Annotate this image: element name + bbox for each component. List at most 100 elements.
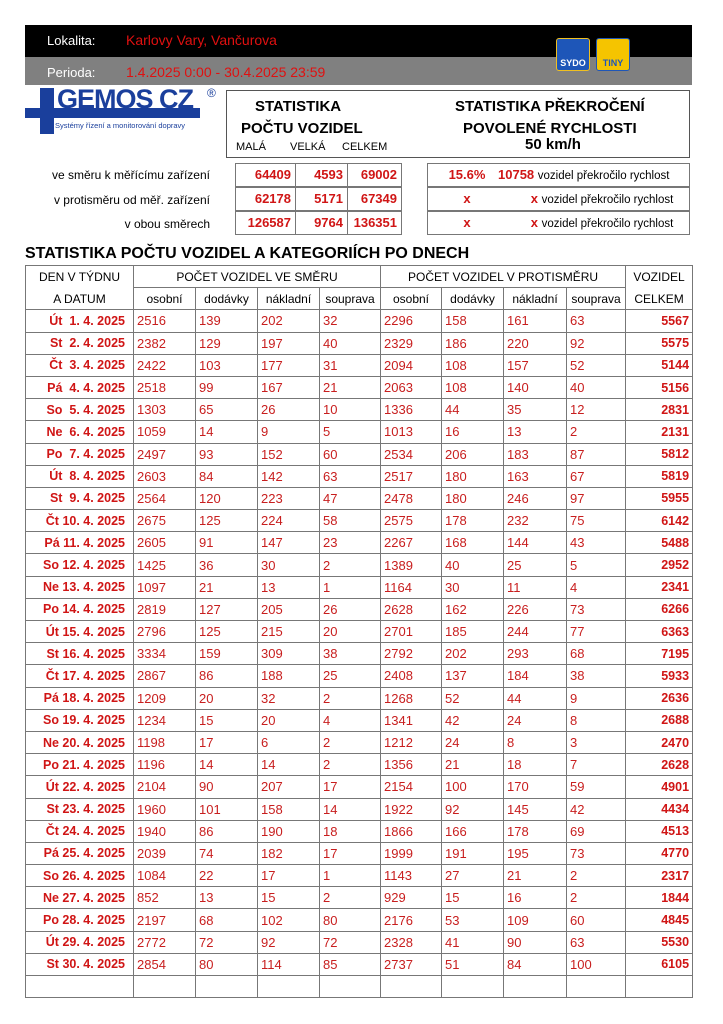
count-cell: 180 [441, 464, 504, 488]
count-cell: 145 [503, 797, 567, 821]
count-cell: 120 [195, 486, 258, 511]
table-row: Čt 10. 4. 2025 2675 125 224 58 2575 178 232 75 61… [25, 509, 694, 533]
count-cell: 3 [565, 730, 627, 755]
count-cell: 20 [195, 686, 258, 710]
count-cell: 2176 [380, 908, 442, 932]
daily-table: DEN V TÝDNU POČET VOZIDEL VE SMĚRU POČET… [25, 264, 694, 999]
count-cell: 21 [195, 575, 258, 599]
date-cell: Ne 13. 4. 2025 [25, 575, 134, 599]
count-cell: 180 [441, 486, 504, 511]
count-cell: 114 [257, 952, 320, 977]
total-cell: 1844 [625, 886, 694, 910]
date-cell: Út 22. 4. 2025 [25, 775, 134, 799]
count-cell: 74 [195, 841, 258, 866]
count-cell: 18 [503, 753, 567, 777]
count-cell: 159 [195, 642, 258, 666]
count-cell: 163 [503, 464, 567, 488]
count-cell: 100 [565, 952, 627, 977]
count-cell: 293 [503, 642, 567, 666]
subhead-opp-7: souprava [565, 287, 627, 311]
count-cell: 2516 [133, 309, 196, 333]
count-cell: 158 [257, 797, 320, 821]
count-cell: 99 [195, 375, 258, 400]
count-cell: 18 [319, 819, 381, 843]
count-cell: 178 [503, 819, 567, 843]
head-day-2: A DATUM [25, 287, 134, 311]
col-small: MALÁ [236, 141, 266, 153]
count-cell: 2534 [380, 442, 442, 466]
count-cell: 1143 [380, 864, 442, 888]
empty-cell [380, 974, 442, 999]
count-cell: 26 [257, 398, 320, 422]
total-cell: 4434 [625, 797, 694, 821]
count-cell: 168 [441, 531, 504, 555]
count-cell: 22 [195, 864, 258, 888]
count-cell: 140 [503, 375, 567, 400]
count-cell: 97 [565, 486, 627, 511]
count-cell: 17 [319, 775, 381, 799]
count-cell: 2575 [380, 509, 442, 533]
date-cell: Pá 4. 4. 2025 [25, 375, 134, 400]
count-cell: 77 [565, 619, 627, 644]
count-cell: 1097 [133, 575, 196, 599]
date-cell: St 2. 4. 2025 [25, 331, 134, 355]
count-cell: 4 [319, 708, 381, 732]
count-cell: 2197 [133, 908, 196, 932]
count-cell: 177 [257, 353, 320, 377]
count-cell: 108 [441, 375, 504, 400]
count-cell: 2094 [380, 353, 442, 377]
count-cell: 1 [319, 575, 381, 599]
date-cell: St 30. 4. 2025 [25, 952, 134, 977]
count-cell: 43 [565, 531, 627, 555]
row-label: v obou směrech [124, 217, 210, 231]
count-cell: 73 [565, 841, 627, 866]
count-cell: 14 [195, 420, 258, 444]
date-cell: So 12. 4. 2025 [25, 553, 134, 577]
table-row: Út 29. 4. 2025 2772 72 92 72 2328 41 90 63 5530 [25, 930, 694, 954]
count-cell: 2382 [133, 331, 196, 355]
count-cell: 162 [441, 597, 504, 622]
count-cell: 20 [257, 708, 320, 732]
count-cell: 40 [565, 375, 627, 400]
count-cell: 139 [195, 309, 258, 333]
subhead-opp-6: nákladní [503, 287, 567, 311]
date-cell: Po 7. 4. 2025 [25, 442, 134, 466]
total-cell: 5955 [625, 486, 694, 511]
count-cell: 15 [195, 708, 258, 732]
count-cell: 91 [195, 531, 258, 555]
date-cell: St 9. 4. 2025 [25, 486, 134, 511]
count-cell: 2628 [380, 597, 442, 622]
count-cell: 5 [565, 553, 627, 577]
total-cell: 2131 [625, 420, 694, 444]
section-title: STATISTIKA POČTU VOZIDEL A KATEGORIÍCH P… [25, 245, 470, 262]
count-cell: 92 [257, 930, 320, 954]
count-cell: 90 [195, 775, 258, 799]
row-label: ve směru k měřícímu zařízení [51, 168, 210, 182]
count-cell: 183 [503, 442, 567, 466]
date-cell: So 19. 4. 2025 [25, 708, 134, 732]
table-row: Po 28. 4. 2025 2197 68 102 80 2176 53 109 60 4845 [25, 908, 694, 932]
count-cell: 6 [257, 730, 320, 755]
count-cell: 32 [319, 309, 381, 333]
count-cell: 2 [319, 686, 381, 710]
count-cell: 69 [565, 819, 627, 843]
row-label: v protisměru od měř. zařízení [53, 193, 210, 207]
date-cell: St 23. 4. 2025 [25, 797, 134, 821]
count-cell: 2854 [133, 952, 196, 977]
count-cell: 1196 [133, 753, 196, 777]
count-cell: 1336 [380, 398, 442, 422]
count-cell: 244 [503, 619, 567, 644]
head-total-2: CELKEM [625, 287, 694, 311]
table-row: Ne 27. 4. 2025 852 13 15 2 929 15 16 2 1844 [25, 886, 694, 910]
date-cell: St 16. 4. 2025 [25, 642, 134, 666]
small-count: 64409 [235, 163, 296, 187]
table-row: So 26. 4. 2025 1084 22 17 1 1143 27 21 2 2317 [25, 864, 694, 888]
count-cell: 1084 [133, 864, 196, 888]
count-cell: 2792 [380, 642, 442, 666]
count-cell: 1209 [133, 686, 196, 710]
count-title: STATISTIKA [255, 98, 342, 115]
count-cell: 309 [257, 642, 320, 666]
count-cell: 14 [257, 753, 320, 777]
count-cell: 182 [257, 841, 320, 866]
